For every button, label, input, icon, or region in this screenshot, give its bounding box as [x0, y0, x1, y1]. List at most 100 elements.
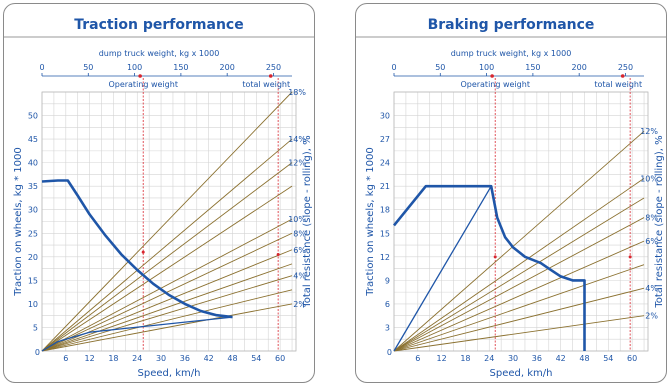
- resistance-line: [41, 138, 293, 352]
- top-axis-tick-label: 150: [525, 63, 540, 72]
- x-tick-label: 24: [484, 354, 494, 363]
- resistance-label: 8%: [293, 229, 306, 238]
- resistance-label: 4%: [293, 272, 306, 281]
- x-tick-label: 42: [556, 354, 566, 363]
- resistance-line: [393, 264, 645, 352]
- resistance-line: [41, 263, 293, 352]
- marker-dot-top: [620, 74, 625, 78]
- y-tick-label: 40: [28, 159, 38, 168]
- performance-curve: [393, 185, 492, 352]
- y-tick-label: 15: [28, 276, 38, 285]
- marker-dot: [493, 255, 497, 259]
- y-axis-label: Traction on wheels, kg * 1000: [365, 147, 376, 296]
- top-axis-tick-label: 100: [479, 63, 494, 72]
- resistance-line: [393, 217, 645, 352]
- y-tick-label: 12: [380, 253, 390, 262]
- resistance-line: [393, 287, 645, 352]
- y-tick-label: 27: [380, 135, 390, 144]
- resistance-label: 10%: [288, 215, 306, 224]
- x-tick-label: 30: [508, 354, 518, 363]
- resistance-line: [393, 197, 645, 352]
- x-axis-label: Speed, km/h: [138, 368, 201, 379]
- top-axis-tick-label: 100: [127, 63, 142, 72]
- plot-area-frame: [393, 91, 649, 352]
- top-axis-tick-label: 0: [39, 63, 44, 72]
- marker-dot: [276, 252, 280, 256]
- chart-title: Braking performance: [428, 17, 595, 33]
- x-tick-label: 30: [156, 354, 166, 363]
- x-tick-label: 48: [227, 354, 237, 363]
- y-tick-label: 6: [385, 300, 390, 309]
- x-tick-label: 6: [63, 354, 68, 363]
- resistance-line: [41, 91, 293, 352]
- resistance-label: 6%: [293, 246, 306, 255]
- y-tick-label: 10: [28, 300, 38, 309]
- y-tick-label: 35: [28, 182, 38, 191]
- performance-curve: [41, 316, 233, 352]
- top-axis-tick-label: 200: [220, 63, 235, 72]
- marker-dot: [628, 255, 632, 259]
- x-tick-label: 54: [251, 354, 261, 363]
- x-tick-label: 54: [603, 354, 613, 363]
- y-tick-label: 30: [28, 206, 38, 215]
- x-tick-label: 18: [460, 354, 470, 363]
- top-axis-label: dump truck weight, kg x 1000: [99, 49, 220, 58]
- x-tick-label: 60: [275, 354, 285, 363]
- x-axis-label: Speed, km/h: [490, 368, 553, 379]
- resistance-label: 14%: [288, 135, 306, 144]
- top-axis-label: dump truck weight, kg x 1000: [451, 49, 572, 58]
- top-axis-tick-label: 0: [391, 63, 396, 72]
- performance-curve: [392, 184, 586, 351]
- resistance-line: [41, 162, 293, 352]
- y-tick-label: 15: [380, 229, 390, 238]
- braking-performance-chart: Braking performance dump truck weight, kg…: [356, 17, 666, 379]
- y-tick-label: 50: [28, 112, 38, 121]
- marker-label: total weight: [594, 80, 642, 89]
- chart-title: Traction performance: [74, 17, 243, 33]
- marker-dot-top: [268, 74, 273, 78]
- y-tick-label: 9: [385, 276, 390, 285]
- top-axis-tick-label: 200: [572, 63, 587, 72]
- y-tick-label: 5: [33, 323, 38, 332]
- marker-label: Operating weight: [460, 80, 530, 89]
- performance-curve: [41, 179, 233, 319]
- x-tick-label: 60: [627, 354, 637, 363]
- resistance-line: [393, 315, 645, 352]
- y-tick-label: 20: [28, 253, 38, 262]
- top-axis-tick-label: 50: [83, 63, 93, 72]
- resistance-line: [41, 185, 293, 352]
- marker-label: Operating weight: [108, 80, 178, 89]
- resistance-line: [393, 177, 645, 352]
- y-tick-label: 30: [380, 112, 390, 121]
- traction-performance-chart: Traction performance dump truck weight, k…: [4, 17, 314, 379]
- resistance-label: 12%: [288, 159, 306, 168]
- y-tick-label: 45: [28, 135, 38, 144]
- top-axis-tick-label: 250: [618, 63, 633, 72]
- y-tick-label: 21: [380, 182, 390, 191]
- x-tick-label: 36: [532, 354, 542, 363]
- resistance-line: [41, 218, 293, 352]
- x-tick-label: 42: [204, 354, 214, 363]
- x-tick-label: 12: [437, 354, 447, 363]
- resistance-line: [41, 275, 293, 352]
- y-tick-label: 3: [385, 323, 390, 332]
- resistance-line: [393, 240, 645, 352]
- resistance-line: [393, 130, 645, 352]
- y-origin-label: 0: [387, 348, 392, 357]
- y-tick-label: 25: [28, 229, 38, 238]
- top-axis-tick-label: 50: [435, 63, 445, 72]
- marker-label: total weight: [242, 80, 290, 89]
- resistance-label: 18%: [288, 88, 306, 97]
- resistance-label: 8%: [645, 214, 658, 223]
- x-tick-label: 48: [579, 354, 589, 363]
- x-tick-label: 6: [415, 354, 420, 363]
- braking-performance-panel: Braking performance dump truck weight, kg…: [355, 3, 667, 383]
- plot-area-frame: [41, 91, 297, 352]
- resistance-label: 12%: [640, 127, 658, 136]
- traction-performance-panel: Traction performance dump truck weight, k…: [3, 3, 315, 383]
- resistance-label: 2%: [293, 300, 306, 309]
- y-tick-label: 24: [380, 159, 390, 168]
- resistance-label: 2%: [645, 312, 658, 321]
- top-axis-tick-label: 250: [266, 63, 281, 72]
- resistance-label: 6%: [645, 237, 658, 246]
